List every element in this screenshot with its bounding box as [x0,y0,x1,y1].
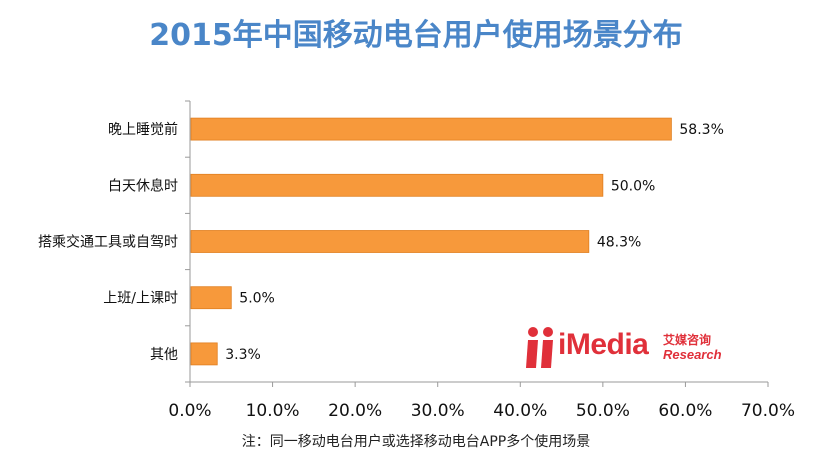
value-label: 50.0% [611,178,655,194]
x-tick-label: 30.0% [411,401,465,421]
x-tick-label: 70.0% [741,401,795,421]
category-label: 白天休息时 [108,177,178,194]
x-tick-label: 20.0% [328,401,382,421]
logo-en-text: Research [663,347,722,362]
imedia-logo-icon [526,327,553,368]
x-tick-label: 0.0% [168,401,211,421]
category-label: 其他 [150,347,178,363]
category-label: 晚上睡觉前 [108,121,178,138]
logo-brand-text: iMedia [558,328,649,361]
bar [190,286,232,310]
x-tick-label: 10.0% [246,401,300,421]
bar [190,173,604,197]
x-tick-label: 40.0% [493,401,547,421]
bar [190,342,218,366]
value-label: 48.3% [597,235,641,251]
value-label: 58.3% [679,122,723,138]
x-tick-label: 60.0% [658,401,712,421]
chart-title: 2015年中国移动电台用户使用场景分布 [149,18,683,53]
category-label: 搭乘交通工具或自驾时 [38,234,178,251]
footnote: 注：同一移动电台用户或选择移动电台APP多个使用场景 [241,434,591,450]
logo-cn-text: 艾媒咨询 [663,333,712,347]
value-label: 3.3% [225,347,261,363]
category-label: 上班/上课时 [103,291,178,307]
value-label: 5.0% [239,291,275,307]
bar [190,117,672,141]
x-tick-label: 50.0% [576,401,630,421]
bar [190,230,590,253]
imedia-logo: iMedia 艾媒咨询 Research [524,322,724,372]
